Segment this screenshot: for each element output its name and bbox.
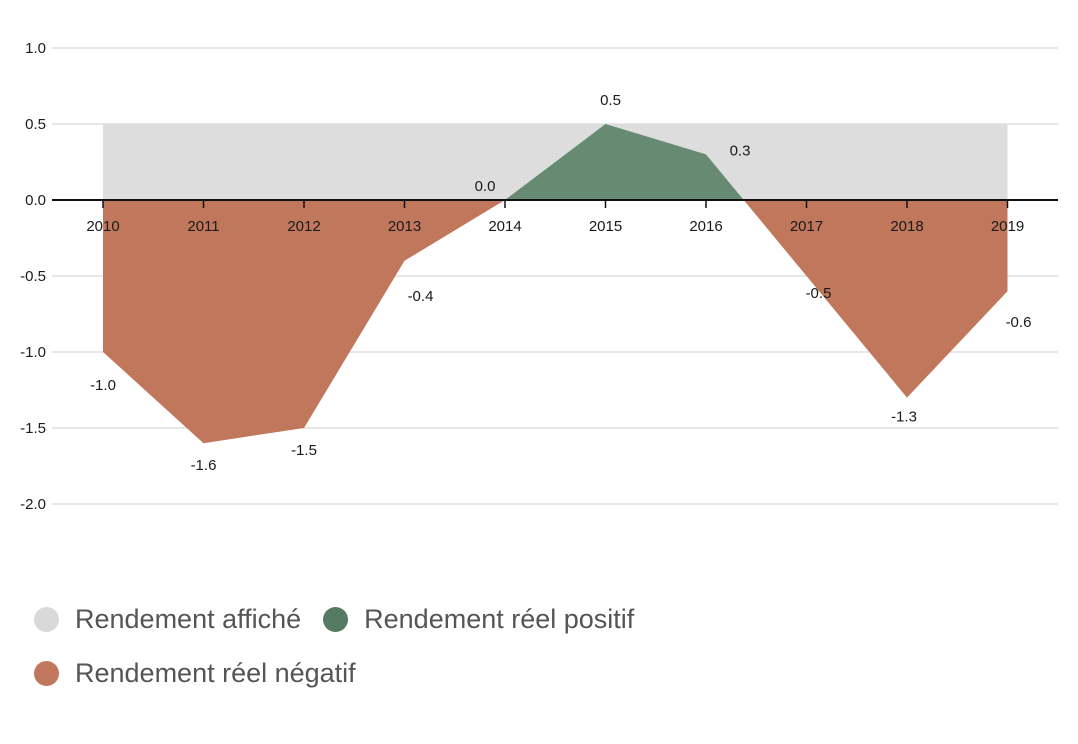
y-tick-label: -1.5: [20, 420, 46, 437]
data-label: 0.5: [600, 92, 621, 109]
x-tick-label: 2019: [991, 218, 1024, 235]
y-tick-label: -2.0: [20, 496, 46, 513]
data-label: -1.6: [191, 457, 217, 474]
y-tick-label: 0.0: [25, 192, 46, 209]
data-label: -0.6: [1006, 314, 1032, 331]
x-tick-label: 2017: [790, 218, 823, 235]
legend-label-affiche: Rendement affiché: [75, 603, 302, 634]
legend-item-affiche: Rendement affiché: [34, 604, 301, 635]
x-tick-label: 2014: [488, 218, 521, 235]
y-tick-label: -0.5: [20, 268, 46, 285]
data-label: 0.3: [730, 142, 751, 159]
legend-label-negatif: Rendement réel négatif: [75, 657, 356, 688]
data-label: -0.4: [408, 288, 434, 305]
data-label: -1.3: [891, 409, 917, 426]
area-chart-svg: 1.0 0.5 0.0 -0.5 -1.0 -1.5 -2.0 2010 2011 2012 201…: [20, 40, 1058, 513]
legend: Rendement affiché Rendement réel positif…: [34, 592, 1034, 700]
area-reel-positif: [505, 124, 744, 200]
y-tick-label: 1.0: [25, 40, 46, 57]
data-label: 0.0: [475, 178, 496, 195]
legend-row-1: Rendement affiché Rendement réel positif: [34, 592, 1034, 646]
x-tick-label: 2013: [388, 218, 421, 235]
x-tick-label: 2018: [890, 218, 923, 235]
data-label: -1.5: [291, 442, 317, 459]
x-tick-label: 2011: [187, 218, 219, 235]
area-reel-negatif: [103, 200, 505, 444]
y-tick-label: 0.5: [25, 116, 46, 133]
x-tick-label: 2015: [589, 218, 622, 235]
x-tick-label: 2012: [287, 218, 320, 235]
data-label: -1.0: [90, 377, 116, 394]
chart: 1.0 0.5 0.0 -0.5 -1.0 -1.5 -2.0 2010 2011 2012 201…: [20, 40, 1058, 513]
legend-swatch-negatif: [34, 660, 59, 686]
legend-item-positif: Rendement réel positif: [323, 604, 634, 635]
legend-swatch-affiche: [34, 606, 59, 632]
legend-item-negatif: Rendement réel négatif: [34, 658, 356, 689]
data-label: -0.5: [806, 285, 832, 302]
legend-label-positif: Rendement réel positif: [364, 603, 635, 634]
area-reel-negatif: [743, 200, 1008, 398]
x-tick-label: 2016: [689, 218, 722, 235]
x-tick-label: 2010: [86, 218, 119, 235]
y-tick-label: -1.0: [20, 344, 46, 361]
legend-row-2: Rendement réel négatif: [34, 646, 1034, 700]
legend-swatch-positif: [323, 606, 349, 632]
